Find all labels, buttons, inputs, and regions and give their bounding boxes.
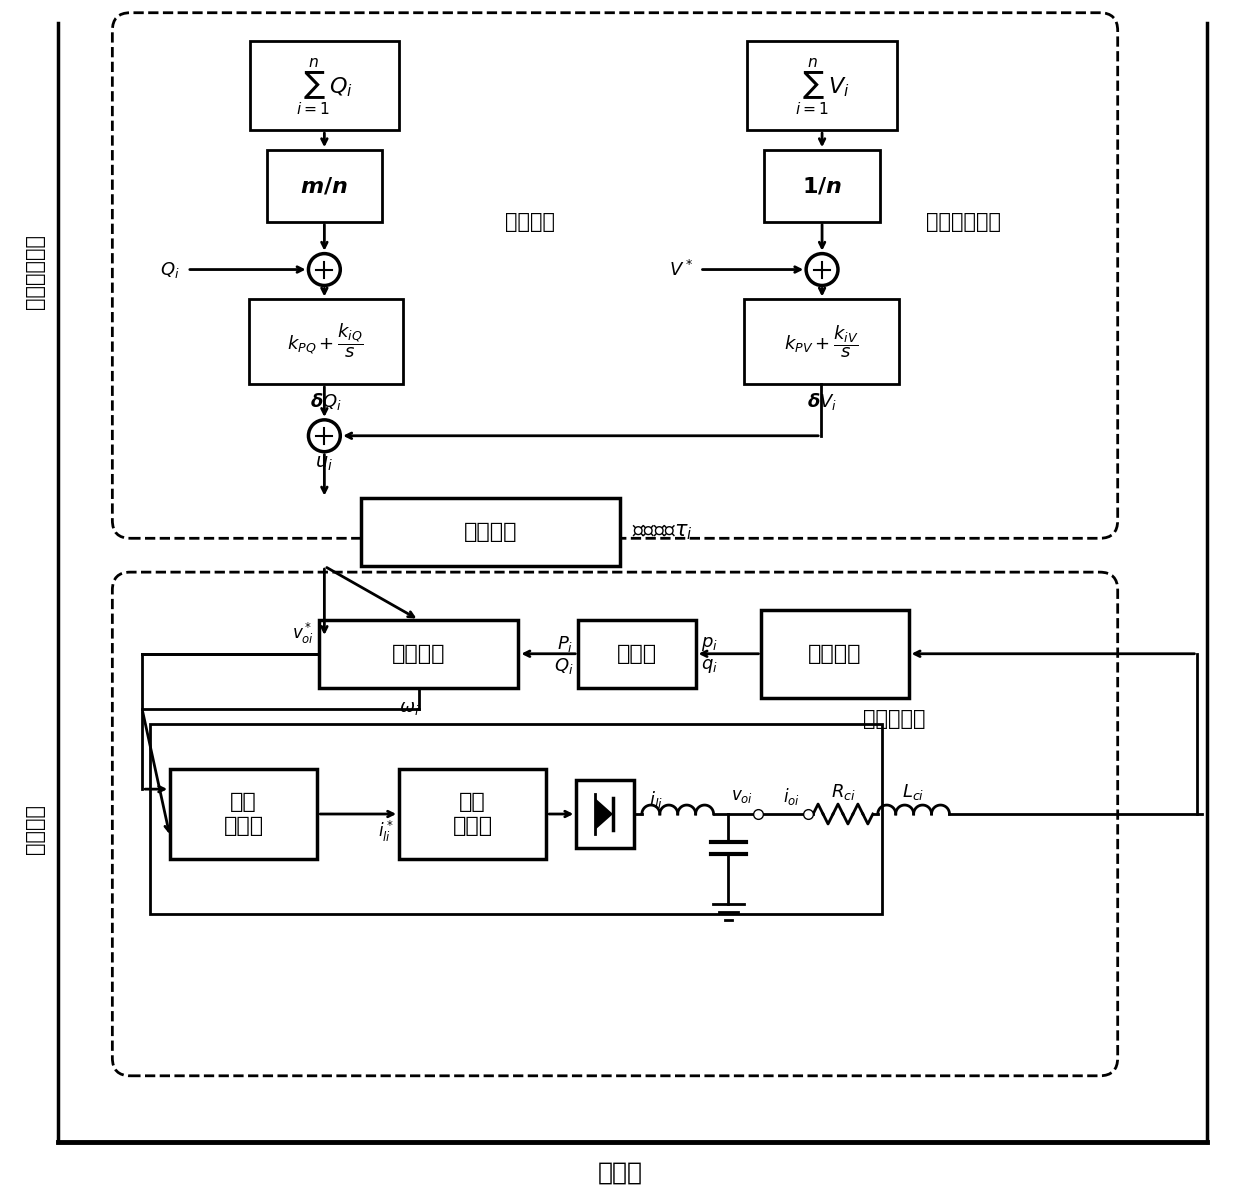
Text: $k_{PV}+\dfrac{k_{iV}}{s}$: $k_{PV}+\dfrac{k_{iV}}{s}$ [784,322,858,360]
Polygon shape [595,798,613,830]
Text: $\boldsymbol{v_{oi}}$: $\boldsymbol{v_{oi}}$ [732,787,754,805]
Text: $\boldsymbol{P_i}$: $\boldsymbol{P_i}$ [557,634,573,653]
Bar [748,41,897,130]
Text: $\boldsymbol{v^*_{oi}}$: $\boldsymbol{v^*_{oi}}$ [293,621,315,646]
Text: 下垂控制: 下垂控制 [392,644,445,664]
Text: $\sum_{i=1}^{n}Q_i$: $\sum_{i=1}^{n}Q_i$ [296,57,353,118]
Text: $\boldsymbol{\delta V_i}$: $\boldsymbol{\delta V_i}$ [807,391,837,413]
Circle shape [806,254,838,285]
Text: $\boldsymbol{\delta Q_i}$: $\boldsymbol{\delta Q_i}$ [310,391,342,413]
Text: $R_{ci}$: $R_{ci}$ [831,782,856,802]
Text: $\boldsymbol{1/n}$: $\boldsymbol{1/n}$ [802,176,842,196]
Text: 功率计算: 功率计算 [808,644,862,664]
Text: 二次电压控制: 二次电压控制 [25,235,45,309]
Bar [578,620,696,688]
Bar [249,41,399,130]
Text: 电流
控制器: 电流 控制器 [453,793,492,836]
Bar [577,781,634,848]
Bar [170,769,317,859]
Circle shape [309,420,340,451]
Bar [361,498,620,567]
Text: 电压恢复: 电压恢复 [506,212,556,232]
Bar [744,300,899,384]
Text: 滤波器: 滤波器 [616,644,657,664]
Bar [761,610,909,698]
Text: 功率控制器: 功率控制器 [863,710,926,729]
Text: $L_{ci}$: $L_{ci}$ [903,782,925,802]
Text: 一次控制: 一次控制 [25,804,45,854]
Bar [764,150,880,221]
Text: $\sum_{i=1}^{n}V_i$: $\sum_{i=1}^{n}V_i$ [795,57,849,118]
Text: 无功功率均分: 无功功率均分 [926,212,1001,232]
Text: $\boldsymbol{i^*_{li}}$: $\boldsymbol{i^*_{li}}$ [378,819,394,845]
Text: $\boldsymbol{i_{oi}}$: $\boldsymbol{i_{oi}}$ [784,786,800,806]
Bar [399,769,547,859]
Text: $\boldsymbol{q_i}$: $\boldsymbol{q_i}$ [701,657,718,675]
Text: $\boldsymbol{Q_i}$: $\boldsymbol{Q_i}$ [553,656,573,676]
Text: $\boldsymbol{i_{li}}$: $\boldsymbol{i_{li}}$ [649,789,663,810]
Text: $\boldsymbol{u_i}$: $\boldsymbol{u_i}$ [315,455,334,473]
Text: $k_{PQ}+\dfrac{k_{iQ}}{s}$: $k_{PQ}+\dfrac{k_{iQ}}{s}$ [286,322,363,360]
Bar [267,150,382,221]
Bar [150,724,882,913]
Text: 通讯延时$\boldsymbol{\tau_i}$: 通讯延时$\boldsymbol{\tau_i}$ [632,522,693,543]
Text: 微电网: 微电网 [598,1161,642,1184]
Text: $\boldsymbol{p_i}$: $\boldsymbol{p_i}$ [701,635,718,653]
Bar [320,620,518,688]
Text: $\boldsymbol{\omega_i}$: $\boldsymbol{\omega_i}$ [399,699,419,717]
Text: $\boldsymbol{m/n}$: $\boldsymbol{m/n}$ [300,176,348,196]
Text: 通讯通道: 通讯通道 [464,522,517,543]
Circle shape [309,254,340,285]
Text: $\boldsymbol{Q_i}$: $\boldsymbol{Q_i}$ [160,260,180,279]
Text: 电压
控制器: 电压 控制器 [223,793,264,836]
Bar [249,300,403,384]
Text: $\boldsymbol{V^*}$: $\boldsymbol{V^*}$ [668,260,693,279]
